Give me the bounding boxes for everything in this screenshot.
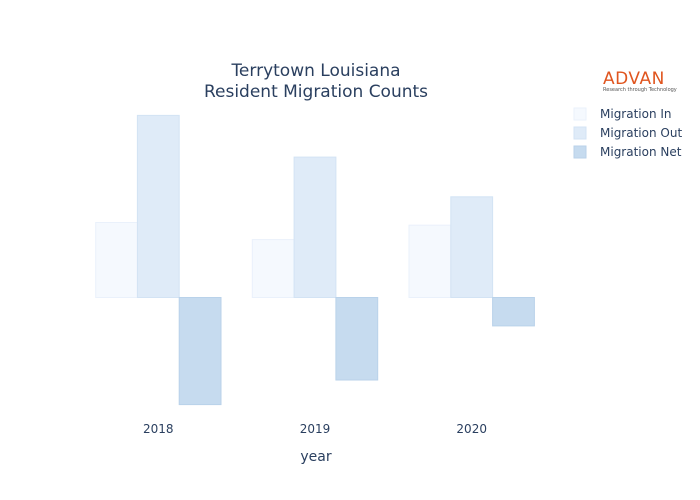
logo-text: ADVAN [603,69,665,89]
bar-migration-net-2020[interactable] [492,297,535,327]
x-tick-label: 2019 [300,422,331,436]
x-tick-label: 2020 [456,422,487,436]
chart-title-line-2: Resident Migration Counts [204,82,428,102]
advan-logo: ADVAN Research through Technology [603,69,677,93]
bar-migration-out-2020[interactable] [450,196,494,298]
legend-swatch [573,145,587,159]
bar-migration-net-2019[interactable] [335,297,379,381]
bar-migration-in-2020[interactable] [408,224,452,298]
legend-swatch [573,126,587,140]
legend-label: Migration Out [600,126,682,140]
x-axis-title: year [300,449,331,465]
bar-migration-out-2018[interactable] [136,114,180,299]
chart-title: Terrytown Louisiana Resident Migration C… [204,61,428,102]
bars-layer [95,114,535,406]
legend-label: Migration In [600,107,672,121]
legend-item-migration-out[interactable]: Migration Out [573,126,682,140]
legend-swatch [573,107,587,121]
chart-title-line-1: Terrytown Louisiana [230,61,400,81]
bar-migration-in-2019[interactable] [251,239,295,299]
legend-item-migration-net[interactable]: Migration Net [573,145,682,159]
x-tick-label: 2018 [143,422,174,436]
x-tick-labels: 2018 2019 2020 [143,422,487,436]
legend-item-migration-in[interactable]: Migration In [573,107,672,121]
legend-label: Migration Net [600,145,682,159]
bar-migration-out-2019[interactable] [293,156,337,298]
logo-tagline: Research through Technology [603,87,677,93]
legend[interactable]: Migration In Migration Out Migration Net [573,107,682,159]
bar-migration-net-2018[interactable] [178,297,222,406]
bar-migration-in-2018[interactable] [95,222,138,298]
